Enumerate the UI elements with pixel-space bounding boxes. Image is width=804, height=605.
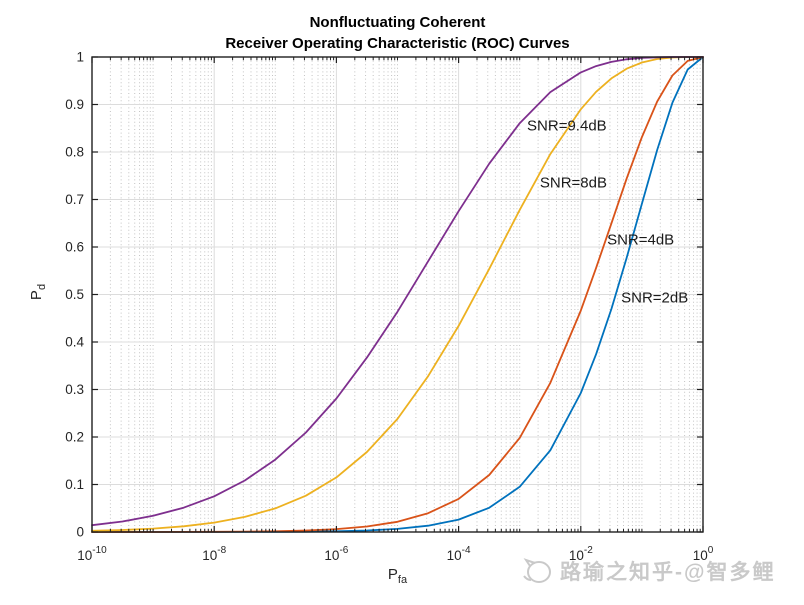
x-axis-label-sub: fa [397, 574, 408, 586]
y-tick-label: 0.8 [65, 145, 84, 160]
annotation-snr-8db: SNR=8dB [539, 174, 607, 192]
annotation-snr-4db: SNR=4dB [607, 231, 675, 249]
chart-title-line1: Nonfluctuating Coherent [309, 14, 486, 31]
y-tick-label: 0.2 [65, 430, 84, 445]
watermark-logo-icon [523, 558, 551, 583]
annotation-snr-2db: SNR=2dB [621, 289, 689, 307]
x-axis-label: Pfa [0, 566, 795, 586]
chart-title: Nonfluctuating Coherent Receiver Operati… [0, 12, 795, 54]
axis-ticks [91, 56, 704, 533]
tick-labels: 0 0.1 0.2 0.3 0.4 0.5 0.6 0.7 0.8 0.9 1 10-10 10-8 10… [65, 50, 714, 563]
x-tick-label: 10-4 [447, 545, 471, 563]
y-tick-label: 0.4 [65, 335, 84, 350]
y-axis-label: Pd [28, 284, 48, 300]
x-axis-label-base: P [387, 566, 398, 583]
y-tick-label: 0.3 [65, 382, 84, 397]
chart-title-line2: Receiver Operating Characteristic (ROC) … [225, 35, 570, 52]
annotation-snr-9.4db: SNR=9.4dB [527, 117, 607, 135]
y-axis-label-sub: d [36, 283, 49, 291]
x-tick-label: 10-10 [77, 545, 107, 563]
y-tick-label: 1 [76, 50, 84, 65]
y-axis-label-base: P [28, 290, 46, 301]
watermark-text: 路瑜之知乎-@智多鲤 [560, 561, 776, 584]
y-tick-label: 0.5 [65, 287, 84, 302]
y-tick-label: 0 [76, 525, 84, 540]
grid-major [92, 57, 703, 532]
x-tick-label: 100 [693, 545, 714, 563]
y-tick-label: 0.9 [65, 97, 84, 112]
y-tick-label: 0.1 [65, 477, 84, 492]
x-tick-label: 10-2 [569, 545, 593, 563]
y-tick-label: 0.6 [65, 240, 84, 255]
x-tick-label: 10-8 [202, 545, 226, 563]
roc-curve-snr-8db [91, 56, 704, 532]
watermark: 路瑜之知乎-@智多鲤 [522, 556, 775, 586]
y-tick-label: 0.7 [65, 192, 84, 207]
x-tick-label: 10-6 [324, 545, 348, 563]
